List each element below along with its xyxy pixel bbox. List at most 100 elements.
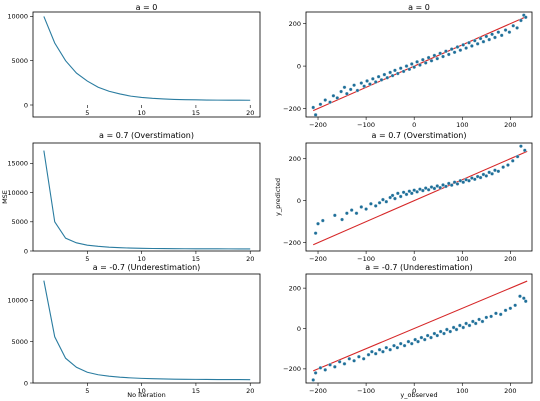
scatter-point bbox=[332, 213, 337, 218]
scatter-point bbox=[370, 349, 374, 354]
scatter-point bbox=[438, 51, 443, 56]
scatter-point bbox=[320, 218, 325, 223]
scatter-point bbox=[473, 321, 478, 326]
x-tick-label: 100 bbox=[456, 255, 468, 263]
scatter-point bbox=[423, 61, 428, 65]
x-tick-label: 15 bbox=[192, 255, 200, 263]
scatter-point bbox=[496, 169, 501, 174]
scatter-point bbox=[377, 347, 382, 352]
scatter-point bbox=[471, 319, 475, 324]
y-tick-label: 0 bbox=[24, 379, 28, 387]
scatter-point bbox=[435, 56, 440, 61]
scatter-point bbox=[480, 319, 485, 324]
y-tick-label: 0 bbox=[24, 101, 28, 109]
panel-mse-a0: a = 0 5 10 15 20 0 5000 10000 bbox=[7, 3, 261, 118]
y-tick-label: 10000 bbox=[7, 297, 28, 305]
scatter-point bbox=[426, 55, 431, 60]
scatter-point bbox=[515, 26, 519, 30]
x-tick-label: 10 bbox=[137, 255, 145, 263]
panel-pred-a07: a = 0.7 (Overstimation) −200 −100 0 100 200−… bbox=[283, 131, 533, 263]
scatter-point bbox=[352, 83, 356, 88]
scatter-point bbox=[475, 41, 480, 46]
scatter-point bbox=[316, 221, 320, 226]
y-tick-label: 5000 bbox=[11, 218, 28, 226]
scatter-point bbox=[519, 18, 523, 23]
scatter-point bbox=[494, 311, 498, 316]
scatter-point bbox=[381, 349, 385, 354]
scatter-point bbox=[487, 170, 492, 175]
scatter-point bbox=[409, 191, 414, 196]
scatter-point bbox=[461, 43, 466, 47]
scatter-point bbox=[354, 211, 359, 216]
scatter-point bbox=[406, 339, 411, 344]
x-tick-label: −100 bbox=[357, 121, 375, 129]
panel-title: a = 0.7 (Overstimation) bbox=[99, 131, 194, 140]
scatter-point bbox=[438, 185, 443, 190]
scatter-point bbox=[478, 175, 483, 180]
x-tick-label: −100 bbox=[357, 387, 375, 395]
scatter-point bbox=[388, 70, 392, 75]
scatter-point bbox=[384, 345, 389, 350]
scatter-point bbox=[365, 79, 369, 83]
scatter-point bbox=[313, 231, 318, 236]
marks: 5 10 15 20 0 5000 10000 bbox=[7, 280, 254, 395]
x-tick-label: 10 bbox=[137, 387, 145, 395]
panel-title: a = 0 bbox=[136, 3, 158, 12]
y-tick-label: 10000 bbox=[7, 13, 28, 21]
scatter-point bbox=[484, 174, 489, 178]
scatter-point bbox=[313, 371, 318, 375]
scatter-point bbox=[438, 329, 443, 334]
scatter-point bbox=[490, 171, 494, 176]
xlabel-observed: y_observed bbox=[400, 391, 437, 399]
scatter-point bbox=[352, 358, 356, 363]
scatter-point bbox=[518, 294, 522, 299]
scatter-point bbox=[511, 23, 516, 28]
scatter-point bbox=[503, 28, 508, 32]
scatter-point bbox=[335, 96, 340, 100]
scatter-point bbox=[390, 193, 395, 198]
scatter-point bbox=[478, 36, 483, 41]
scatter-point bbox=[359, 205, 364, 209]
scatter-point bbox=[458, 323, 462, 328]
scatter-point bbox=[477, 317, 481, 322]
scatter-point bbox=[392, 343, 396, 348]
scatter-point bbox=[481, 39, 486, 44]
scatter-point bbox=[503, 308, 508, 313]
y-tick-label: −200 bbox=[283, 365, 301, 373]
scatter-point bbox=[422, 337, 427, 342]
scatter-point bbox=[328, 362, 332, 367]
scatter-point bbox=[373, 204, 378, 208]
marks: −200 −100 0 100 200 −200 0 200 bbox=[283, 280, 528, 395]
scatter-point bbox=[395, 345, 400, 350]
y-tick-label: 10000 bbox=[7, 189, 28, 197]
scatter-point bbox=[472, 38, 477, 43]
panel-pred-am07: a = -0.7 (Underestimation) −200 −100 0 100 2… bbox=[283, 263, 533, 395]
scatter-point bbox=[429, 335, 433, 340]
scatter-point bbox=[458, 48, 463, 53]
ylabel-mse: MSE bbox=[1, 190, 9, 204]
scatter-point bbox=[461, 180, 466, 185]
scatter-point bbox=[419, 335, 424, 340]
scatter-point bbox=[454, 327, 459, 332]
scatter-point bbox=[519, 144, 523, 148]
scatter-point bbox=[501, 165, 505, 169]
mse-line bbox=[43, 150, 251, 250]
scatter-point bbox=[499, 33, 504, 38]
x-tick-label: −200 bbox=[309, 255, 327, 263]
panel-title: a = 0 bbox=[408, 3, 430, 12]
scatter-point bbox=[506, 163, 510, 167]
panel-title: a = -0.7 (Underestimation) bbox=[93, 263, 201, 272]
scatter-point bbox=[313, 113, 318, 117]
scatter-point bbox=[385, 75, 390, 80]
scatter-point bbox=[449, 183, 454, 187]
scatter-point bbox=[409, 341, 414, 346]
x-tick-label: 0 bbox=[412, 255, 416, 263]
scatter-point bbox=[418, 187, 422, 191]
y-tick-label: −200 bbox=[283, 105, 301, 113]
scatter-point bbox=[318, 102, 323, 107]
scatter-point bbox=[472, 177, 477, 182]
scatter-point bbox=[340, 217, 344, 222]
scatter-point bbox=[432, 186, 437, 191]
x-tick-label: 10 bbox=[137, 109, 145, 117]
scatter-point bbox=[442, 331, 446, 336]
